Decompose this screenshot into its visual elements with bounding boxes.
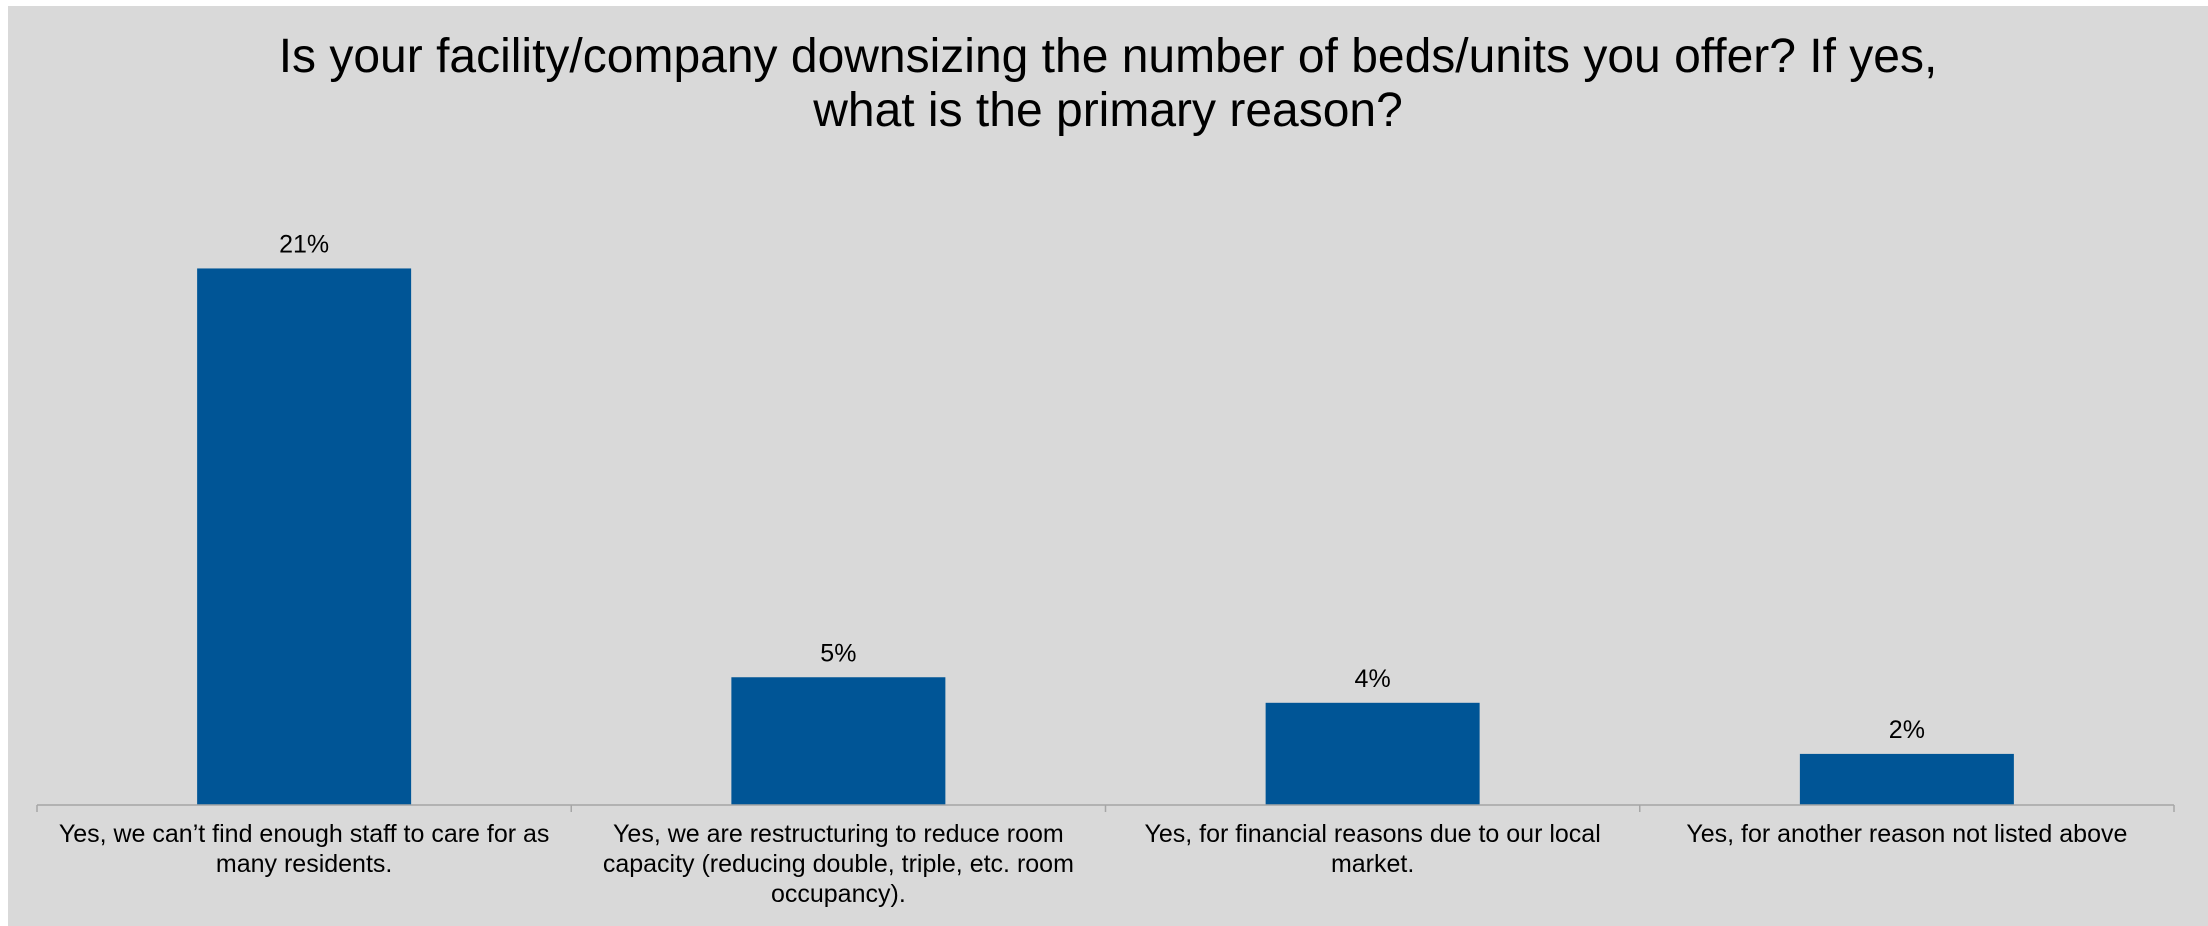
category-label-4-line-1: Yes, for another reason not listed above: [1686, 820, 2127, 848]
category-label-3-line-2: market.: [1331, 850, 1414, 878]
chart-title: Is your facility/company downsizing the …: [8, 30, 2208, 138]
chart-title-line-1: Is your facility/company downsizing the …: [278, 30, 1938, 83]
category-label-1-line-1: Yes, we can’t find enough staff to care …: [59, 820, 550, 848]
data-label-4: 2%: [1889, 716, 1925, 744]
data-label-3: 4%: [1355, 665, 1391, 693]
bar-2: [731, 677, 946, 805]
bar-1: [197, 268, 412, 805]
category-label-2-line-3: occupancy).: [771, 880, 906, 908]
category-label-2-line-2: capacity (reducing double, triple, etc. …: [603, 850, 1074, 878]
category-label-3-line-1: Yes, for financial reasons due to our lo…: [1144, 820, 1600, 848]
chart-area: Is your facility/company downsizing the …: [8, 6, 2208, 926]
bar-chart: 21% Yes, we can’t find enough staff to ca…: [36, 230, 2175, 908]
category-label-1-line-2: many residents.: [216, 850, 392, 878]
category-label-2-line-1: Yes, we are restructuring to reduce room: [613, 820, 1064, 848]
data-label-1: 21%: [279, 230, 329, 258]
data-label-2: 5%: [820, 639, 856, 667]
bar-3: [1265, 702, 1480, 805]
chart-title-line-2: what is the primary reason?: [813, 84, 1403, 137]
bar-4: [1799, 753, 2014, 805]
